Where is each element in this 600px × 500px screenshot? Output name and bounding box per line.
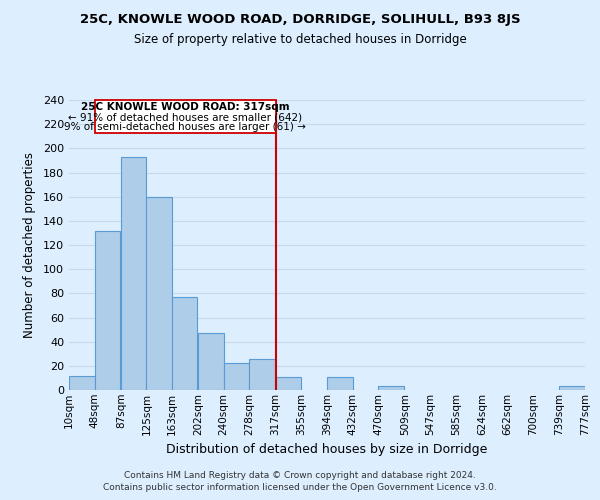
Text: 25C, KNOWLE WOOD ROAD, DORRIDGE, SOLIHULL, B93 8JS: 25C, KNOWLE WOOD ROAD, DORRIDGE, SOLIHUL… bbox=[80, 12, 520, 26]
Bar bbox=[328, 376, 353, 390]
Text: ← 91% of detached houses are smaller (642): ← 91% of detached houses are smaller (64… bbox=[68, 112, 302, 122]
Bar bbox=[198, 333, 224, 390]
X-axis label: Distribution of detached houses by size in Dorridge: Distribution of detached houses by size … bbox=[166, 443, 488, 456]
Y-axis label: Number of detached properties: Number of detached properties bbox=[23, 152, 36, 338]
Bar bbox=[121, 157, 146, 390]
Bar bbox=[224, 364, 249, 390]
Bar bbox=[249, 358, 275, 390]
Text: Contains HM Land Registry data © Crown copyright and database right 2024.: Contains HM Land Registry data © Crown c… bbox=[124, 472, 476, 480]
Text: 25C KNOWLE WOOD ROAD: 317sqm: 25C KNOWLE WOOD ROAD: 317sqm bbox=[81, 102, 289, 113]
Bar bbox=[95, 230, 120, 390]
Bar bbox=[146, 196, 172, 390]
Text: Size of property relative to detached houses in Dorridge: Size of property relative to detached ho… bbox=[134, 32, 466, 46]
FancyBboxPatch shape bbox=[95, 100, 275, 132]
Bar bbox=[275, 376, 301, 390]
Bar bbox=[172, 297, 197, 390]
Bar bbox=[69, 376, 95, 390]
Text: 9% of semi-detached houses are larger (61) →: 9% of semi-detached houses are larger (6… bbox=[64, 122, 306, 132]
Bar bbox=[559, 386, 585, 390]
Text: Contains public sector information licensed under the Open Government Licence v3: Contains public sector information licen… bbox=[103, 483, 497, 492]
Bar bbox=[379, 386, 404, 390]
